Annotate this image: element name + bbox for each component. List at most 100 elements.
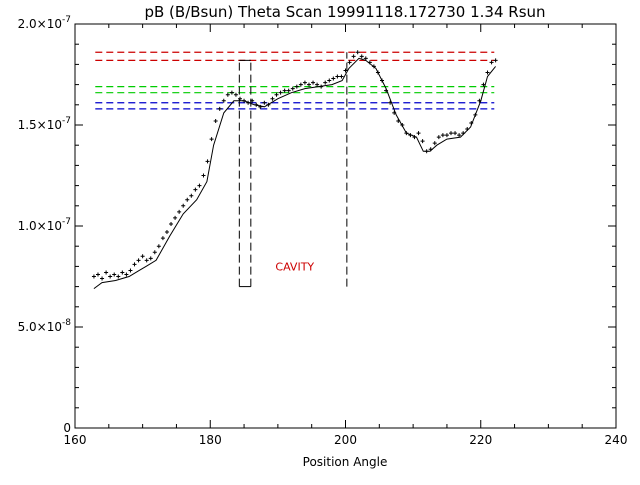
- data-point: [331, 76, 336, 81]
- data-point: [323, 80, 328, 85]
- data-point: [306, 82, 311, 87]
- data-point: [457, 133, 462, 138]
- data-point: [136, 258, 141, 263]
- data-point: [420, 139, 425, 144]
- data-point: [335, 74, 340, 79]
- reference-lines: [95, 51, 495, 110]
- data-point: [193, 187, 198, 192]
- data-point: [209, 137, 214, 142]
- data-point: [290, 86, 295, 91]
- data-point: [148, 256, 153, 261]
- data-point: [286, 88, 291, 93]
- data-point: [246, 100, 251, 105]
- data-point: [444, 133, 449, 138]
- data-point: [493, 58, 498, 63]
- y-tick-label: 1.5×10-7: [18, 116, 71, 132]
- data-point: [91, 274, 96, 279]
- y-tick-mantissa: 2.0×10: [18, 17, 62, 31]
- x-tick-label: 160: [64, 433, 87, 447]
- x-axis: 160 180 200 220 240: [64, 24, 627, 447]
- data-point: [380, 78, 385, 83]
- y-tick-label: 5.0×10-8: [18, 318, 72, 334]
- data-point: [225, 92, 230, 97]
- data-point: [473, 112, 478, 117]
- cavity-annotation: CAVITY: [275, 260, 314, 273]
- data-point: [371, 64, 376, 69]
- data-point: [189, 193, 194, 198]
- x-tick-label: 220: [469, 433, 492, 447]
- data-points-group: [91, 50, 498, 281]
- data-point: [144, 258, 149, 263]
- smoothed-curve: [93, 57, 496, 290]
- data-point: [266, 102, 271, 107]
- smoothed-curve-group: [93, 57, 496, 290]
- cavity-markers: [238, 52, 348, 288]
- data-point: [319, 84, 324, 89]
- data-point: [355, 50, 360, 55]
- data-point: [108, 274, 113, 279]
- data-point: [238, 96, 243, 101]
- data-point: [363, 56, 368, 61]
- data-point: [173, 215, 178, 220]
- data-point: [339, 74, 344, 79]
- data-point: [250, 98, 255, 103]
- y-tick-label: 1.0×10-7: [18, 217, 71, 233]
- data-point: [396, 118, 401, 123]
- data-point: [140, 254, 145, 259]
- data-point: [432, 141, 437, 146]
- data-point: [229, 90, 234, 95]
- data-point: [278, 90, 283, 95]
- data-point: [104, 270, 109, 275]
- y-tick-label: 2.0×10-7: [18, 15, 71, 31]
- data-point: [392, 110, 397, 115]
- data-point: [424, 149, 429, 154]
- data-point: [436, 135, 441, 140]
- data-point: [416, 131, 421, 136]
- data-point: [359, 54, 364, 59]
- data-point: [327, 78, 332, 83]
- y-tick-exponent: -7: [62, 116, 71, 126]
- data-point: [152, 250, 157, 255]
- data-point: [311, 80, 316, 85]
- data-point: [197, 183, 202, 188]
- data-point: [375, 70, 380, 75]
- data-point: [489, 60, 494, 65]
- data-point: [100, 276, 105, 281]
- data-point: [388, 100, 393, 105]
- data-point: [367, 60, 372, 65]
- y-axis: 05.0×10-81.0×10-71.5×10-72.0×10-7: [18, 15, 616, 435]
- y-tick-mantissa: 1.0×10: [18, 219, 62, 233]
- data-point: [347, 60, 352, 65]
- data-point: [124, 272, 129, 277]
- data-point: [95, 272, 100, 277]
- data-point: [298, 82, 303, 87]
- data-point: [120, 270, 125, 275]
- data-point: [408, 133, 413, 138]
- y-tick-mantissa: 5.0×10: [18, 320, 62, 334]
- data-point: [233, 92, 238, 97]
- y-tick-label: 0: [63, 421, 71, 435]
- x-axis-label: Position Angle: [303, 455, 388, 469]
- data-point: [160, 236, 165, 241]
- plot-frame: [74, 23, 617, 429]
- chart-title: pB (B/Bsun) Theta Scan 19991118.172730 1…: [144, 3, 545, 21]
- data-point: [132, 262, 137, 267]
- data-point: [302, 80, 307, 85]
- data-point: [481, 82, 486, 87]
- data-point: [485, 70, 490, 75]
- data-point: [156, 244, 161, 249]
- data-point: [440, 133, 445, 138]
- data-point: [428, 147, 433, 152]
- data-point: [217, 106, 222, 111]
- data-point: [465, 127, 470, 132]
- data-point: [282, 88, 287, 93]
- data-point: [201, 173, 206, 178]
- data-point: [128, 268, 133, 273]
- data-point: [169, 221, 174, 226]
- y-tick-exponent: -7: [62, 15, 71, 25]
- y-tick-exponent: -8: [62, 318, 71, 328]
- data-point: [453, 131, 458, 136]
- y-tick-exponent: -7: [62, 217, 71, 227]
